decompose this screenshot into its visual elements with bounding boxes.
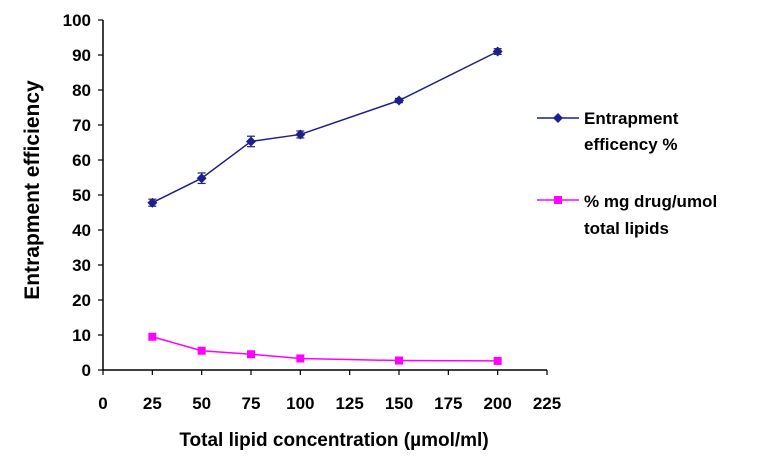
y-tick-label: 70	[72, 116, 91, 135]
data-point-square	[395, 356, 403, 365]
x-tick-label: 200	[483, 394, 511, 413]
x-tick-label: 50	[192, 394, 211, 413]
y-tick-label: 60	[72, 151, 91, 170]
data-point-diamond	[196, 173, 207, 184]
y-axis-ticks: 0 10 20 30 40 50 60 70 80 90 100	[63, 11, 103, 380]
data-point-square	[148, 332, 157, 341]
y-axis-label: Entrapment efficiency	[21, 80, 44, 300]
legend-label-entrapment-1: Entrapment	[584, 109, 679, 128]
x-tick-label: 100	[286, 394, 314, 413]
data-point-square	[296, 354, 305, 363]
axes	[102, 20, 547, 371]
data-point-diamond	[246, 136, 256, 147]
y-tick-label: 20	[72, 291, 91, 310]
legend-item-drug: % mg drug/umol total lipids	[537, 192, 717, 238]
legend-label-drug-2: total lipids	[584, 219, 669, 238]
y-tick-label: 30	[72, 256, 91, 275]
y-tick-label: 40	[72, 221, 91, 240]
data-point-diamond	[147, 197, 158, 208]
data-point-diamond	[295, 129, 306, 140]
series-line-1	[151, 50, 499, 204]
data-point-square	[493, 356, 502, 365]
y-tick-label: 0	[82, 361, 91, 380]
x-tick-label: 0	[98, 394, 107, 413]
data-point-square	[247, 350, 255, 359]
x-tick-label: 175	[434, 394, 462, 413]
y-tick-label: 50	[72, 186, 91, 205]
x-tick-label: 150	[385, 394, 413, 413]
x-axis-ticks: 0 25 50 75 100 125 150 175 200 225	[98, 370, 561, 413]
y-tick-label: 100	[63, 11, 91, 30]
x-tick-label: 25	[143, 394, 162, 413]
data-point-diamond	[394, 95, 404, 106]
legend-diamond-marker-icon	[553, 113, 563, 123]
data-point-diamond	[492, 46, 503, 57]
data-point-square	[197, 346, 206, 355]
y-tick-label: 80	[72, 81, 91, 100]
x-axis-label: Total lipid concentration (µmol/ml)	[179, 430, 488, 451]
series-line-2	[152, 336, 498, 362]
legend-square-marker-icon	[554, 196, 562, 204]
legend-item-entrapment: Entrapment efficency %	[537, 109, 679, 154]
x-tick-label: 125	[335, 394, 363, 413]
x-tick-label: 225	[533, 394, 561, 413]
plot-area	[147, 46, 503, 365]
legend-label-drug-1: % mg drug/umol	[584, 192, 717, 211]
y-tick-label: 10	[72, 326, 91, 345]
y-tick-label: 90	[72, 46, 91, 65]
legend: Entrapment efficency % % mg drug/umol to…	[537, 109, 717, 238]
legend-label-entrapment-2: efficency %	[584, 135, 678, 154]
x-tick-label: 75	[242, 394, 261, 413]
